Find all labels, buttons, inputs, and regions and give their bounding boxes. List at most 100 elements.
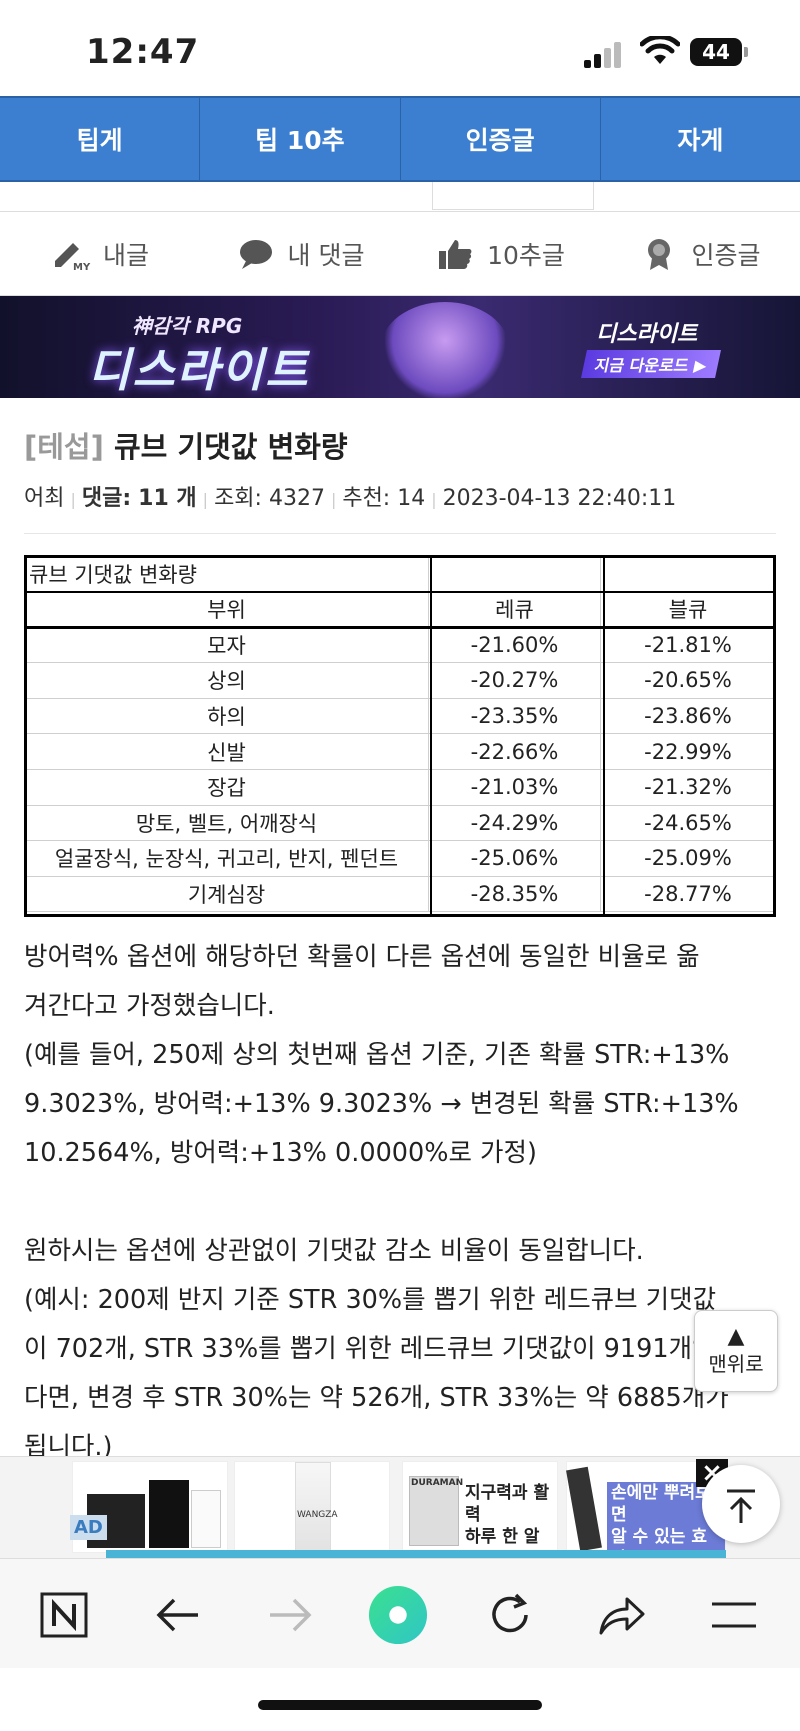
ad-label: AD [70,1515,107,1540]
my-comments-link[interactable]: 내 댓글 [200,236,400,272]
comment-count[interactable]: 11 개 [138,486,197,511]
ad-brand-text: DURAMAN [411,1478,464,1488]
post-meta: 어최 | 댓글: 11 개 | 조회: 4327 | 추천: 14 | 2023-04-13 2… [24,486,677,511]
refresh-icon [492,1593,528,1633]
scroll-to-top-label: 맨위로 [708,1351,764,1376]
body-line [24,1178,780,1227]
table-cell: 장갑 [24,768,429,806]
menu-button[interactable] [704,1585,764,1645]
verified-posts-link[interactable]: 인증글 [600,236,800,272]
table-cell: -21.81% [600,626,776,664]
view-count: 조회: 4327 [214,486,325,511]
scroll-up-circle-button[interactable] [702,1465,780,1543]
forward-button[interactable] [260,1585,320,1645]
speech-bubble-icon [239,239,272,269]
table-row: 얼굴장식, 눈장식, 귀고리, 반지, 펜던트 -25.06% -25.09% [24,840,776,877]
post-title: [테섭] 큐브 기댓값 변화량 [24,424,348,466]
table-cell: -22.66% [428,733,601,770]
table-header-row: 부위 레큐 블큐 [24,591,776,629]
ten-recommend-label: 10추글 [487,240,565,270]
my-comments-label: 내 댓글 [287,240,365,270]
table-cell: -20.27% [428,662,601,699]
browser-toolbar [0,1558,800,1668]
table-title: 큐브 기댓값 변화량 [24,555,429,592]
body-line: 10.2564%, 방어력:+13% 0.0000%로 가정) [24,1138,537,1168]
table-cell: 신발 [24,733,429,770]
hamburger-menu-icon [712,1602,756,1628]
table-cell: -23.86% [600,697,776,735]
table-cell: -23.35% [428,697,601,735]
table-row: 신발 -22.66% -22.99% [24,733,776,770]
banner-subtitle: 神감각 RPG [132,314,243,338]
naver-home-button[interactable] [34,1585,94,1645]
verified-posts-label: 인증글 [691,240,761,270]
header-black-cube: 블큐 [600,591,776,629]
arrow-right-icon [270,1598,312,1632]
home-indicator-area [0,1668,800,1731]
pen-my-icon: MY [54,242,91,271]
table-cell: 하의 [24,697,429,735]
table-row: 모자 -21.60% -21.81% [24,626,776,664]
up-triangle-icon: ▲ [727,1323,745,1349]
user-menu: MY 내글 내 댓글 10추글 인증글 [0,212,800,296]
banner-download-button[interactable]: 지금 다운로드 ▶ [581,350,721,378]
table-divider [603,555,605,917]
comment-count-label: 댓글: [81,486,132,511]
table-row: 망토, 벨트, 어깨장식 -24.29% -24.65% [24,804,776,842]
post-author[interactable]: 어최 [24,486,65,511]
table-cell: -21.03% [428,768,601,806]
arrow-up-icon [727,1489,755,1523]
ad-accent-bar [106,1550,726,1558]
banner-title: 디스라이트 [88,343,310,397]
share-button[interactable] [592,1585,652,1645]
badge-icon [648,238,671,270]
table-cell: -24.65% [600,804,776,842]
banner-character-image [380,302,510,398]
green-dot-button[interactable] [368,1585,428,1645]
body-line: 이 702개, STR 33%를 뽑기 위한 레드큐브 기댓값이 9191개였 [24,1334,716,1364]
battery-icon: 44 [690,38,748,66]
tab-tip-board[interactable]: 팁게 [0,96,201,180]
table-row: 하의 -23.35% -23.86% [24,697,776,735]
banner-logo: 디스라이트 [596,322,698,347]
table-row: 기계심장 -28.35% -28.77% [24,875,776,913]
table-row: 장갑 -21.03% -21.32% [24,768,776,806]
my-posts-label: 내글 [102,240,149,270]
table-cell: -28.35% [428,875,601,913]
refresh-button[interactable] [480,1585,540,1645]
table-divider [24,627,776,629]
cube-expectation-table: 큐브 기댓값 변화량 부위 레큐 블큐 모자 -21.60% -21.81% 상의 -… [24,555,776,913]
game-banner-ad[interactable]: 神감각 RPG 디스라이트 디스라이트 지금 다운로드 ▶ [0,296,800,398]
body-line: 9.3023%, 방어력:+13% 9.3023% → 변경된 확률 STR:+… [24,1089,739,1119]
table-cell: -24.29% [428,804,601,842]
home-indicator[interactable] [258,1700,542,1710]
my-posts-link[interactable]: MY 내글 [0,236,200,272]
ad-brand-text: WANGZA [297,1510,338,1520]
share-arrow-icon [599,1597,645,1635]
table-cell: -22.99% [600,733,776,770]
arrow-left-icon [156,1598,198,1632]
status-bar: 12:47 44 [0,0,800,96]
post-category: [테섭] [24,430,104,464]
post-title-text: 큐브 기댓값 변화량 [113,430,348,464]
tab-tip-10-recommend[interactable]: 팁 10추 [200,96,401,180]
table-cell: 기계심장 [24,875,429,913]
tab-free-board[interactable]: 자게 [600,96,800,180]
post-date: 2023-04-13 22:40:11 [442,486,677,511]
ten-recommend-posts-link[interactable]: 10추글 [400,236,600,272]
back-button[interactable] [148,1585,208,1645]
wifi-icon [640,36,680,64]
table-cell: -25.06% [428,840,601,877]
ad-product-tile[interactable]: WANGZA [234,1461,390,1554]
header-part: 부위 [24,591,429,629]
divider [24,533,776,534]
naver-n-icon [40,1592,88,1638]
thumbs-up-icon [439,239,472,269]
scroll-to-top-button[interactable]: ▲ 맨위로 [694,1310,778,1392]
tab-verified-posts[interactable]: 인증글 [400,96,601,180]
table-cell: -21.60% [428,626,601,664]
table-divider [430,555,432,917]
